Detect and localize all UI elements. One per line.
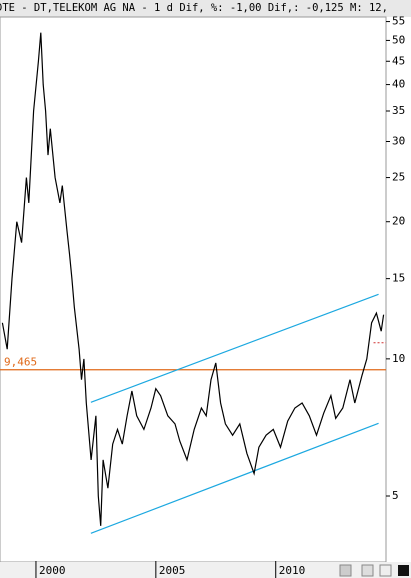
icon[interactable] — [398, 565, 409, 576]
y-tick-label: 35 — [392, 104, 405, 117]
x-axis-bar — [0, 562, 411, 578]
channel-line — [90, 422, 379, 534]
y-tick-label: 5 — [392, 489, 399, 502]
y-tick-label: 10 — [392, 352, 405, 365]
x-tick-label: 2005 — [159, 564, 186, 577]
icon[interactable] — [339, 564, 352, 577]
price-line — [1, 32, 385, 526]
icon[interactable] — [379, 564, 392, 577]
y-tick-label: 55 — [392, 15, 405, 28]
y-tick-label: 20 — [392, 215, 405, 228]
header-bar — [0, 0, 411, 17]
toolbar-icons — [339, 564, 409, 577]
y-tick-label: 25 — [392, 171, 405, 184]
x-tick-label: 2010 — [279, 564, 306, 577]
y-tick-label: 30 — [392, 134, 405, 147]
x-tick-label: 2000 — [39, 564, 66, 577]
y-tick-label: 15 — [392, 272, 405, 285]
y-tick-label: 45 — [392, 54, 405, 67]
y-tick-label: 40 — [392, 78, 405, 91]
channel-line — [90, 293, 379, 403]
plot-area — [0, 16, 387, 563]
icon[interactable] — [361, 564, 374, 577]
level-label: 9,465 — [4, 356, 37, 369]
chart-title: DTE - DT,TELEKOM AG NA - 1 d Dif, %: -1,… — [0, 2, 388, 14]
y-tick-label: 50 — [392, 33, 405, 46]
